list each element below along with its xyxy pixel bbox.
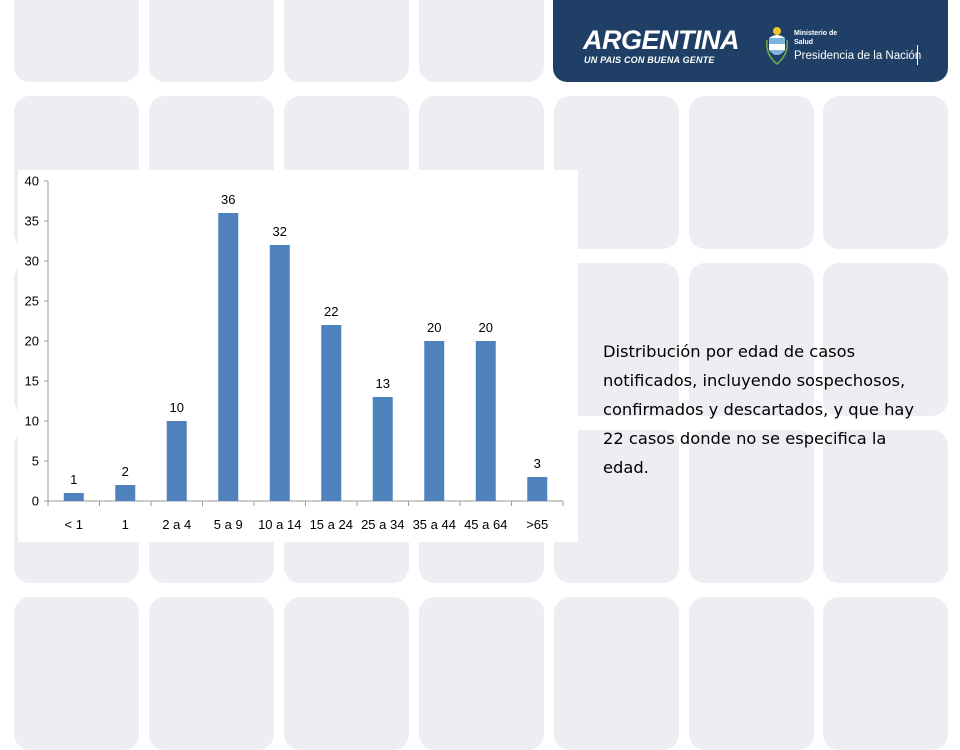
brand-tagline: UN PAIS CON BUENA GENTE <box>584 55 715 65</box>
y-tick-label: 15 <box>25 374 39 389</box>
x-tick-label: 2 a 4 <box>162 517 191 532</box>
ministry-divider <box>917 45 918 65</box>
data-label: 36 <box>221 192 235 207</box>
data-label: 13 <box>376 376 390 391</box>
background-tile <box>689 430 814 583</box>
x-tick-label: 10 a 14 <box>258 517 301 532</box>
background-tile <box>14 597 139 750</box>
background-tile <box>419 597 544 750</box>
x-tick-label: 35 a 44 <box>413 517 456 532</box>
data-label: 32 <box>273 224 287 239</box>
bar-0 <box>63 493 84 501</box>
y-tick-label: 25 <box>25 294 39 309</box>
chart-caption: Distribución por edad de casos notificad… <box>603 342 915 477</box>
background-tile <box>284 0 409 82</box>
background-tile <box>149 597 274 750</box>
y-tick-label: 10 <box>25 414 39 429</box>
y-tick-label: 30 <box>25 254 39 269</box>
y-tick-label: 5 <box>32 454 39 469</box>
data-label: 3 <box>534 456 541 471</box>
x-tick-label: 45 a 64 <box>464 517 507 532</box>
y-tick-label: 40 <box>25 174 39 189</box>
background-tile <box>284 597 409 750</box>
bar-3 <box>218 213 239 501</box>
chart-panel: 0 5 10 15 20 25 30 35 40 1 < 1 2 1 10 2 a 4 36 5 a 9 32 10… <box>18 170 578 542</box>
data-label: 2 <box>122 464 129 479</box>
ministry-line-2: Salud <box>794 39 814 46</box>
background-tile <box>554 597 679 750</box>
header-banner: ARGENTINA UN PAIS CON BUENA GENTE Minist… <box>553 0 948 82</box>
bar-7 <box>424 341 445 501</box>
y-tick-label: 0 <box>32 494 39 509</box>
data-label: 20 <box>427 320 441 335</box>
data-label: 1 <box>70 472 77 487</box>
background-tile <box>689 263 814 416</box>
ministry-line-3: Presidencia de la Nación <box>794 50 922 62</box>
background-tile <box>419 0 544 82</box>
x-tick-label: 25 a 34 <box>361 517 404 532</box>
age-distribution-chart: 0 5 10 15 20 25 30 35 40 1 < 1 2 1 10 2 a 4 36 5 a 9 32 10… <box>25 174 564 532</box>
background-tile <box>823 96 948 249</box>
bar-2 <box>166 421 187 501</box>
bar-4 <box>269 245 290 501</box>
data-label: 22 <box>324 304 338 319</box>
background-tile <box>823 430 948 583</box>
bar-6 <box>372 397 393 501</box>
background-tile <box>689 96 814 249</box>
y-tick-label: 20 <box>25 334 39 349</box>
brand-name: ARGENTINA <box>583 25 740 55</box>
coat-of-arms-icon <box>766 27 788 66</box>
data-label: 20 <box>479 320 493 335</box>
x-tick-label: >65 <box>526 517 548 532</box>
background-tile <box>823 263 948 416</box>
x-tick-label: 1 <box>122 517 129 532</box>
bar-1 <box>115 485 136 501</box>
bar-9 <box>527 477 548 501</box>
x-tick-label: 15 a 24 <box>310 517 353 532</box>
x-tick-label: < 1 <box>65 517 83 532</box>
bar-8 <box>475 341 496 501</box>
data-label: 10 <box>170 400 184 415</box>
background-tile <box>149 0 274 82</box>
x-tick-label: 5 a 9 <box>214 517 243 532</box>
y-tick-label: 35 <box>25 214 39 229</box>
background-tile <box>689 597 814 750</box>
bar-5 <box>321 325 342 501</box>
ministry-line-1: Ministerio de <box>794 30 838 37</box>
background-tile <box>14 0 139 82</box>
background-tile <box>823 597 948 750</box>
